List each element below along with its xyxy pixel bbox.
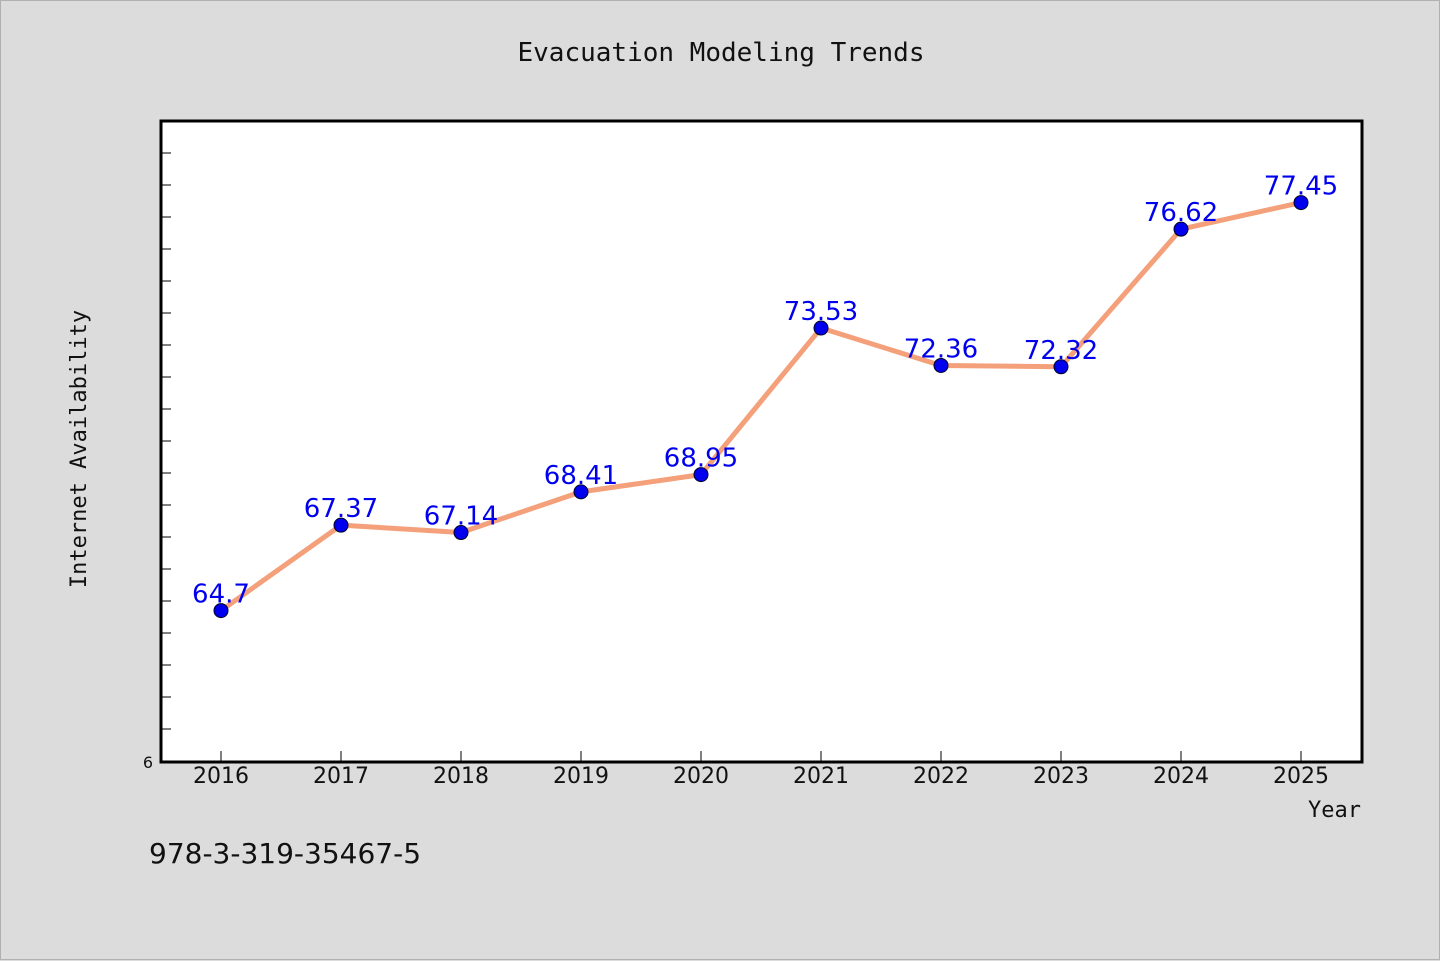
data-point [1173,221,1189,237]
data-markers [213,195,1309,619]
data-label: 72.32 [1024,336,1098,366]
data-label: 67.14 [424,502,498,532]
chart-title: Evacuation Modeling Trends [518,38,925,68]
data-point [213,603,229,619]
x-tick-label: 2023 [1033,764,1089,789]
data-labels: 64.7 67.37 67.14 68.41 68.95 73.53 72.36 72.32 7… [192,172,1338,610]
data-label: 64.7 [192,580,250,610]
x-tick-label: 2024 [1153,764,1209,789]
x-tick-label: 2019 [553,764,609,789]
data-label: 68.95 [664,444,738,474]
x-tick-label: 2021 [793,764,849,789]
y-tick-label: 6 [143,753,153,772]
x-axis-label: Year [1308,798,1361,823]
x-tick-label: 2016 [193,764,249,789]
data-label: 76.62 [1144,198,1218,228]
x-tick-label: 2025 [1273,764,1329,789]
x-tick-label: 2020 [673,764,729,789]
data-label: 72.36 [904,334,978,364]
data-label: 73.53 [784,297,858,327]
data-point [1053,359,1069,375]
data-point [813,320,829,336]
plot-area [159,119,1364,764]
x-tick-label: 2022 [913,764,969,789]
data-point [573,484,589,500]
data-point [333,517,349,533]
data-point [933,357,949,373]
y-axis-label: Internet Availability [67,310,92,588]
x-tick-label: 2018 [433,764,489,789]
footer-isbn: 978-3-319-35467-5 [149,837,421,870]
x-tick-label: 2017 [313,764,369,789]
x-axis-ticks: 2016 2017 2018 2019 2020 2021 2022 2023 2024 2025 [193,751,1329,789]
y-axis-ticks [161,152,171,730]
data-point [1293,195,1309,211]
data-label: 77.45 [1264,172,1338,202]
data-point [693,467,709,483]
series-line [219,200,1302,613]
data-label: 67.37 [304,494,378,524]
data-point [453,525,469,541]
data-label: 68.41 [544,461,618,491]
